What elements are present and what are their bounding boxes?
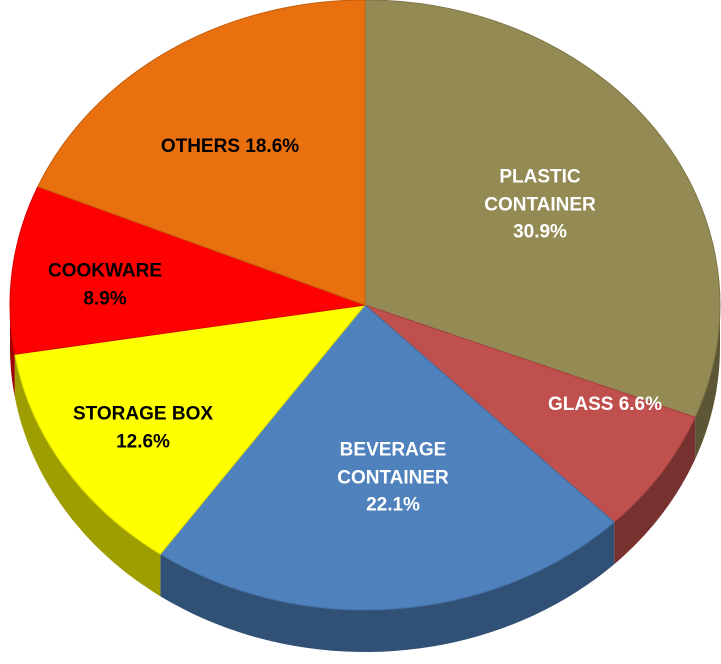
slice — [37, 0, 366, 306]
slice — [364, 0, 721, 418]
category-label: BEVERAGE CONTAINER — [337, 439, 449, 489]
slice-side — [160, 522, 615, 652]
slice-side — [14, 354, 161, 597]
value-label: 6.6% — [618, 394, 663, 416]
slice-side — [695, 305, 720, 460]
slice-label: GLASS 6.6% — [505, 391, 705, 419]
value-label: 22.1% — [366, 494, 420, 516]
slice — [9, 185, 366, 355]
value-label: 18.6% — [245, 136, 300, 158]
category-label: OTHERS — [160, 136, 241, 158]
value-label: 8.9% — [83, 288, 127, 309]
slice — [14, 304, 367, 555]
slice-label: COOKWARE 8.9% — [40, 257, 170, 312]
category-label: GLASS — [547, 394, 614, 416]
category-label: STORAGE BOX — [72, 403, 214, 425]
slice-label: OTHERS 18.6% — [110, 133, 350, 161]
slice — [364, 304, 696, 523]
slice-label: STORAGE BOX 12.6% — [53, 400, 233, 455]
slice-label: PLASTIC CONTAINER 30.9% — [470, 164, 610, 247]
category-label: COOKWARE — [48, 260, 162, 282]
slice — [159, 304, 616, 611]
slice-label: BEVERAGE CONTAINER 22.1% — [318, 437, 468, 520]
slice-side — [10, 305, 15, 397]
value-label: 30.9% — [513, 221, 567, 243]
category-label: PLASTIC CONTAINER — [484, 166, 596, 216]
value-label: 12.6% — [116, 431, 170, 452]
